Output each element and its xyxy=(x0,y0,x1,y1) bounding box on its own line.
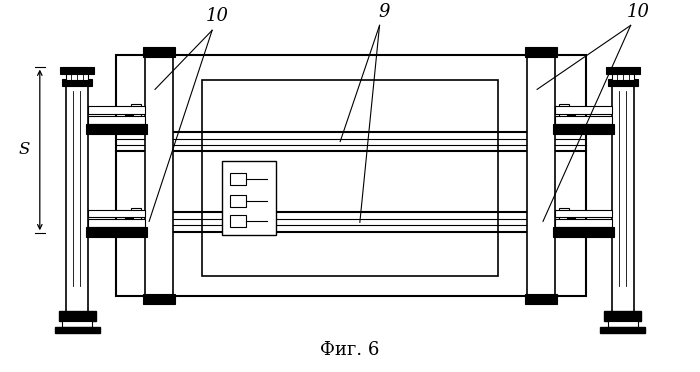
Bar xyxy=(559,104,568,132)
Bar xyxy=(60,67,94,74)
Bar xyxy=(88,116,145,124)
Bar xyxy=(86,124,147,134)
Bar xyxy=(525,294,556,304)
Text: S: S xyxy=(19,141,30,158)
Bar xyxy=(202,80,498,276)
Bar xyxy=(600,327,645,333)
Bar xyxy=(555,116,612,124)
Bar xyxy=(566,108,575,128)
Bar xyxy=(222,161,276,235)
Bar xyxy=(566,212,575,231)
Bar xyxy=(55,327,100,333)
Bar xyxy=(132,208,141,235)
Bar xyxy=(555,209,612,217)
Bar xyxy=(144,294,175,304)
Bar xyxy=(555,219,612,227)
Bar xyxy=(527,55,555,296)
Bar xyxy=(553,124,614,134)
Bar xyxy=(66,86,88,316)
Bar xyxy=(88,209,145,217)
Bar xyxy=(608,78,638,86)
Bar xyxy=(612,73,634,80)
Bar xyxy=(86,227,147,237)
Bar xyxy=(606,67,640,74)
Bar xyxy=(116,55,587,296)
Bar xyxy=(555,106,612,114)
Bar xyxy=(88,219,145,227)
Text: 10: 10 xyxy=(206,7,229,25)
Bar xyxy=(88,106,145,114)
Bar xyxy=(230,195,246,206)
Text: 10: 10 xyxy=(627,3,650,22)
Bar xyxy=(553,227,614,237)
Text: Фиг. 6: Фиг. 6 xyxy=(321,341,379,359)
Bar xyxy=(230,215,246,227)
Bar xyxy=(230,173,246,185)
Bar xyxy=(125,212,134,231)
Bar xyxy=(62,78,92,86)
Bar xyxy=(125,108,134,128)
Bar xyxy=(608,321,638,327)
Bar xyxy=(612,86,634,316)
Bar xyxy=(604,311,641,321)
Bar xyxy=(66,73,88,80)
Text: 9: 9 xyxy=(379,3,390,22)
Bar xyxy=(59,311,96,321)
Bar xyxy=(525,47,556,57)
Bar xyxy=(559,208,568,235)
Bar xyxy=(145,55,173,296)
Bar xyxy=(62,321,92,327)
Bar xyxy=(132,104,141,132)
Bar xyxy=(144,47,175,57)
